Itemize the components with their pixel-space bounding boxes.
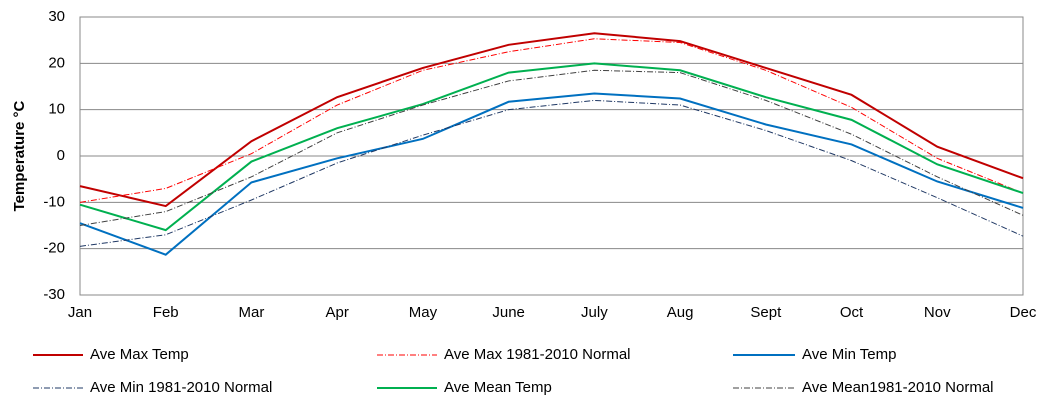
y-tick-label: -30 <box>43 286 65 303</box>
plot-border <box>79 16 1024 296</box>
x-tick-label: June <box>492 304 525 321</box>
x-tick-label: Mar <box>239 304 265 321</box>
x-tick-label: Aug <box>667 304 694 321</box>
y-tick-label: 20 <box>48 54 65 71</box>
x-tick-label: Feb <box>153 304 179 321</box>
series-line <box>79 92 1024 256</box>
legend-label: Ave Mean Temp <box>444 379 552 396</box>
legend-label: Ave Min 1981-2010 Normal <box>90 379 272 396</box>
series-line <box>79 69 1024 226</box>
y-tick-label: 0 <box>57 147 65 164</box>
y-tick-label: -10 <box>43 193 65 210</box>
series-line <box>79 32 1024 208</box>
legend-label: Ave Max 1981-2010 Normal <box>444 346 631 363</box>
legend-label: Ave Min Temp <box>802 346 897 363</box>
x-tick-label: July <box>581 304 608 321</box>
x-tick-label: May <box>409 304 438 321</box>
y-tick-label: 30 <box>48 8 65 25</box>
x-tick-label: Apr <box>326 304 349 321</box>
x-tick-label: Nov <box>924 304 951 321</box>
y-tick-label: 10 <box>48 101 65 118</box>
y-tick-label: -20 <box>43 240 65 257</box>
x-tick-label: Dec <box>1010 304 1037 321</box>
x-tick-label: Sept <box>750 304 782 321</box>
series-line <box>79 99 1024 247</box>
legend-label: Ave Mean1981-2010 Normal <box>802 379 994 396</box>
y-axis-title: Temperature °C <box>11 100 28 211</box>
series-line <box>79 38 1024 203</box>
legend-label: Ave Max Temp <box>90 346 189 363</box>
x-tick-label: Oct <box>840 304 864 321</box>
x-tick-label: Jan <box>68 304 92 321</box>
series-line <box>79 62 1024 232</box>
